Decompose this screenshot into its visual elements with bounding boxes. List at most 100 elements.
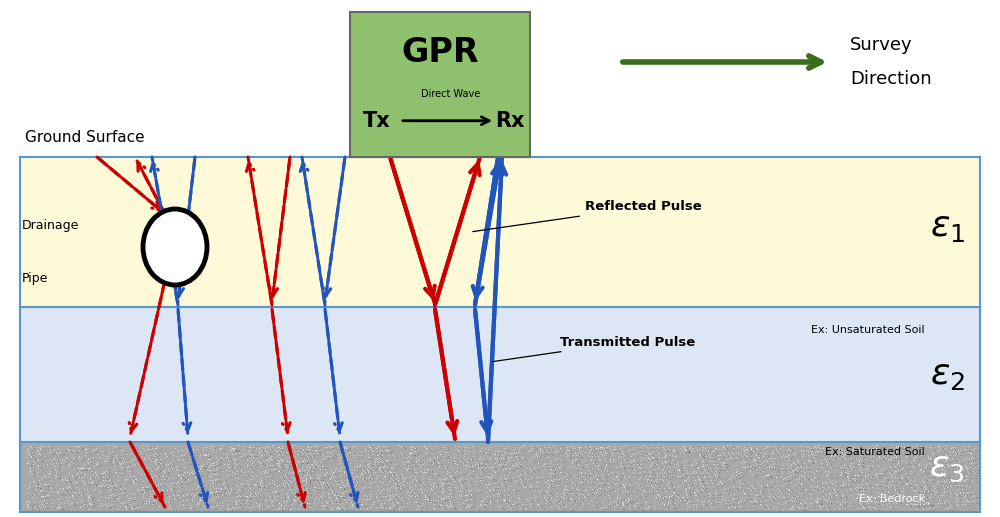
Point bbox=[262, 495, 278, 504]
Point bbox=[300, 468, 316, 476]
Point bbox=[374, 484, 390, 492]
Point bbox=[303, 454, 319, 463]
Point bbox=[950, 446, 966, 454]
Point bbox=[346, 479, 362, 488]
Point bbox=[626, 460, 642, 468]
Point bbox=[942, 489, 958, 497]
Point bbox=[234, 484, 250, 493]
Point bbox=[343, 478, 359, 486]
Point bbox=[30, 449, 46, 458]
Point bbox=[324, 481, 340, 490]
Point bbox=[472, 489, 488, 497]
Point bbox=[26, 470, 42, 479]
Point bbox=[762, 493, 778, 501]
Point bbox=[228, 500, 244, 509]
Point bbox=[381, 444, 397, 452]
Point bbox=[441, 468, 457, 476]
Point bbox=[484, 482, 500, 490]
Point bbox=[704, 449, 720, 457]
Point bbox=[174, 479, 190, 487]
Point bbox=[87, 502, 103, 510]
Point bbox=[500, 496, 516, 505]
Point bbox=[662, 475, 678, 483]
Point bbox=[348, 452, 364, 460]
Point bbox=[907, 452, 923, 461]
Point bbox=[477, 461, 493, 469]
Point bbox=[191, 494, 207, 502]
Point bbox=[266, 464, 282, 472]
Point bbox=[136, 448, 152, 457]
Point bbox=[659, 495, 675, 504]
Point bbox=[218, 462, 234, 470]
Point bbox=[150, 460, 166, 468]
Point bbox=[109, 500, 125, 509]
Point bbox=[36, 488, 52, 496]
Point bbox=[447, 494, 463, 503]
Point bbox=[887, 485, 903, 493]
Point bbox=[808, 478, 824, 486]
Point bbox=[431, 501, 447, 510]
Point bbox=[361, 453, 377, 461]
Point bbox=[65, 465, 81, 474]
Point bbox=[791, 497, 807, 505]
Point bbox=[42, 447, 58, 455]
Point bbox=[485, 466, 501, 475]
Point bbox=[544, 451, 560, 459]
Point bbox=[253, 447, 269, 455]
Point bbox=[926, 455, 942, 464]
Point bbox=[880, 481, 896, 490]
Point bbox=[540, 450, 556, 459]
Point bbox=[826, 471, 842, 479]
Point bbox=[378, 488, 394, 496]
Point bbox=[626, 501, 642, 509]
Point bbox=[857, 493, 873, 501]
Point bbox=[665, 495, 681, 504]
Point bbox=[815, 448, 831, 457]
Point bbox=[702, 453, 718, 461]
Point bbox=[135, 477, 151, 485]
Point bbox=[277, 458, 293, 466]
Point bbox=[897, 465, 913, 474]
Point bbox=[578, 486, 594, 494]
Point bbox=[562, 494, 578, 503]
Point bbox=[178, 494, 194, 502]
Point bbox=[80, 455, 96, 463]
Point bbox=[593, 443, 609, 451]
Point bbox=[112, 483, 128, 491]
Point bbox=[552, 447, 568, 455]
Point bbox=[751, 486, 767, 494]
Point bbox=[767, 464, 783, 473]
Point bbox=[845, 464, 861, 472]
Point bbox=[190, 456, 206, 464]
Point bbox=[298, 484, 314, 492]
Point bbox=[456, 459, 472, 467]
Point bbox=[281, 462, 297, 470]
Point bbox=[256, 449, 272, 457]
Point bbox=[264, 488, 280, 496]
Point bbox=[78, 465, 94, 473]
Point bbox=[283, 473, 299, 481]
Point bbox=[521, 455, 537, 464]
Point bbox=[333, 497, 349, 506]
Point bbox=[645, 456, 661, 464]
Point bbox=[438, 463, 454, 472]
Point bbox=[152, 458, 168, 466]
Point bbox=[54, 491, 70, 499]
Point bbox=[695, 452, 711, 461]
Point bbox=[803, 499, 819, 508]
Point bbox=[817, 458, 833, 466]
Point bbox=[269, 444, 285, 452]
Point bbox=[246, 465, 262, 474]
Point bbox=[482, 479, 498, 488]
Point bbox=[336, 495, 352, 503]
Point bbox=[94, 469, 110, 477]
Point bbox=[275, 500, 291, 508]
Point bbox=[882, 482, 898, 491]
Point bbox=[79, 490, 95, 498]
Point bbox=[465, 451, 481, 460]
Point bbox=[50, 456, 66, 464]
Point bbox=[919, 493, 935, 501]
Point bbox=[832, 500, 848, 508]
Point bbox=[734, 450, 750, 458]
Point bbox=[759, 459, 775, 467]
